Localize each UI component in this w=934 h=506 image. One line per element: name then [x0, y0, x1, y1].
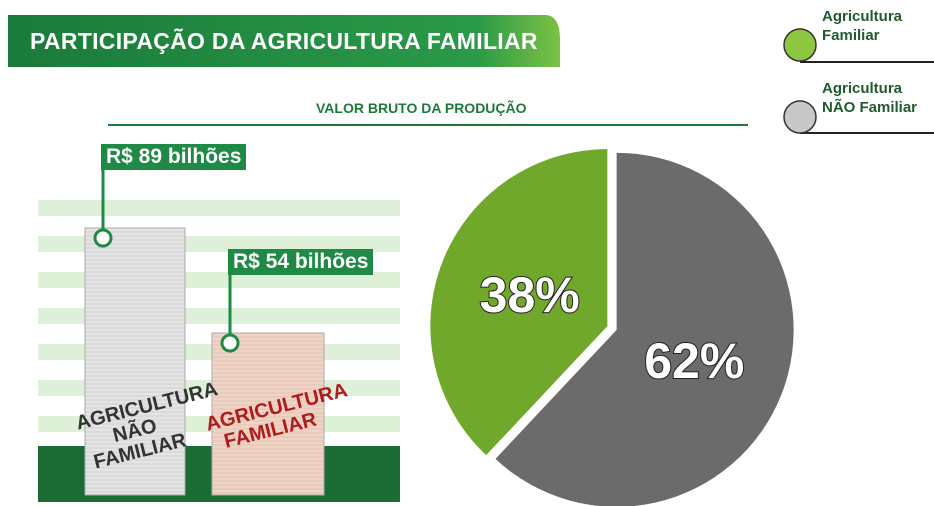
- legend-swatch: [784, 101, 816, 133]
- title: PARTICIPAÇÃO DA AGRICULTURA FAMILIAR: [30, 28, 538, 55]
- legend-label: Agricultura NÃO Familiar: [822, 79, 934, 117]
- value-label: 38%: [480, 266, 580, 324]
- page: PARTICIPAÇÃO DA AGRICULTURA FAMILIAR VAL…: [0, 0, 934, 506]
- value-label: 62%: [644, 332, 744, 390]
- value-label: R$ 89 bilhões: [101, 144, 246, 170]
- value-label: R$ 54 bilhões: [228, 249, 373, 275]
- legend-swatch: [784, 29, 816, 61]
- leader-dot: [95, 230, 111, 246]
- subtitle: VALOR BRUTO DA PRODUÇÃO: [316, 100, 527, 116]
- legend-label: Agricultura Familiar: [822, 7, 922, 45]
- leader-dot: [222, 335, 238, 351]
